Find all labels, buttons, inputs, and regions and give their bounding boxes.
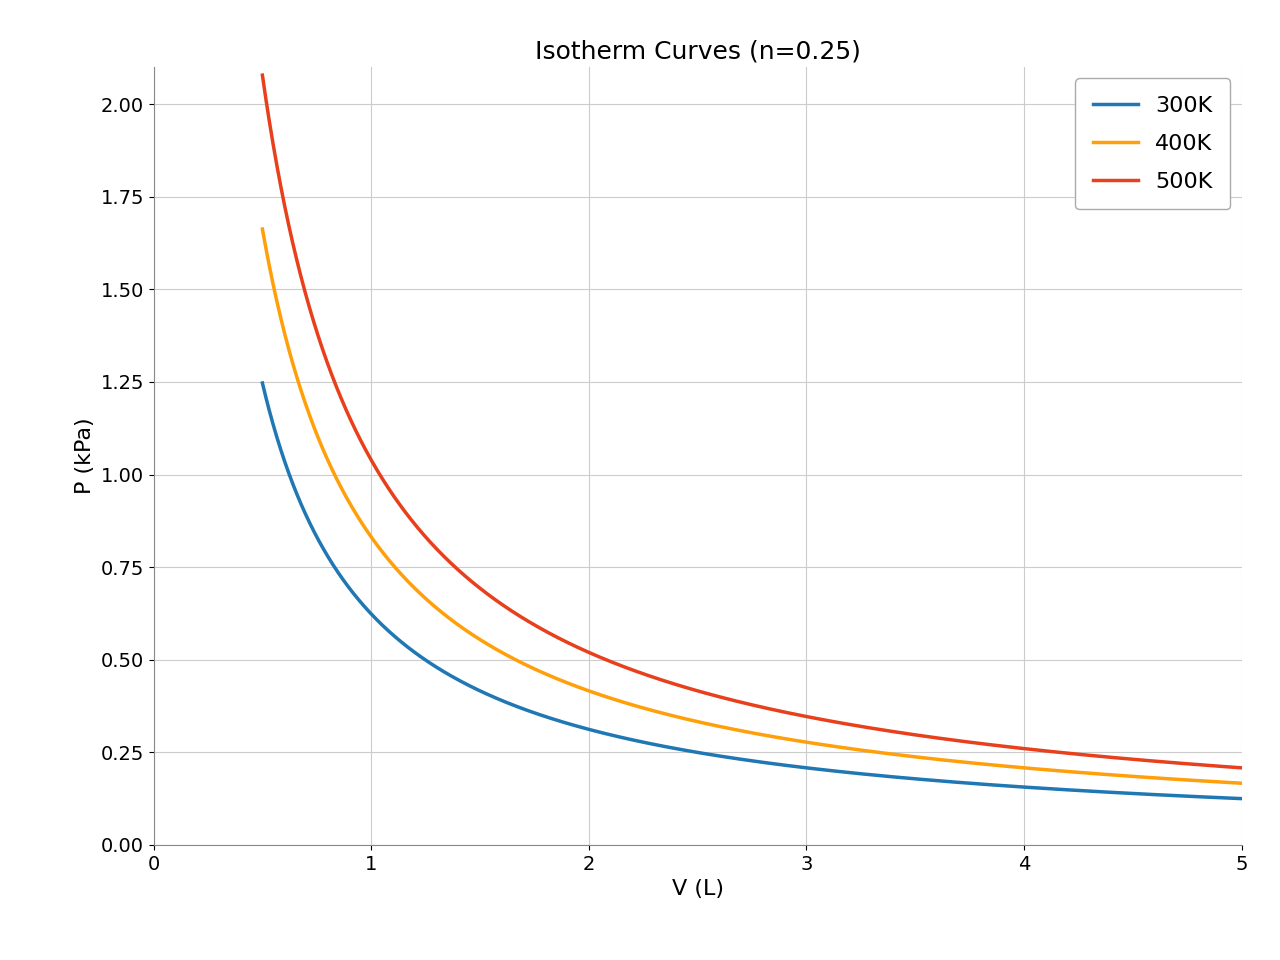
300K (1025, 782, 1041, 794)
500K (1025, 744, 1041, 756)
500K (1204, 760, 1220, 772)
300K (1204, 792, 1220, 804)
500K (731, 696, 746, 708)
400K (1234, 778, 1249, 789)
Legend: 300K, 400K, 500K: 300K, 400K, 500K (1075, 79, 1230, 209)
400K (1204, 776, 1220, 787)
400K (731, 725, 746, 736)
400K (255, 224, 270, 235)
500K (305, 312, 320, 324)
500K (1206, 760, 1221, 772)
300K (1234, 793, 1249, 804)
300K (705, 749, 721, 760)
300K (255, 377, 270, 389)
400K (305, 417, 320, 428)
Y-axis label: P (kPa): P (kPa) (74, 418, 95, 494)
X-axis label: V (L): V (L) (672, 879, 723, 900)
400K (1025, 763, 1041, 775)
500K (255, 69, 270, 81)
300K (1206, 792, 1221, 804)
Title: Isotherm Curves (n=0.25): Isotherm Curves (n=0.25) (535, 40, 860, 64)
Line: 400K: 400K (262, 229, 1242, 783)
400K (1206, 776, 1221, 787)
Line: 500K: 500K (262, 75, 1242, 768)
300K (305, 522, 320, 534)
500K (705, 689, 721, 701)
500K (1234, 762, 1249, 774)
300K (731, 754, 746, 765)
400K (705, 719, 721, 731)
Line: 300K: 300K (262, 383, 1242, 799)
